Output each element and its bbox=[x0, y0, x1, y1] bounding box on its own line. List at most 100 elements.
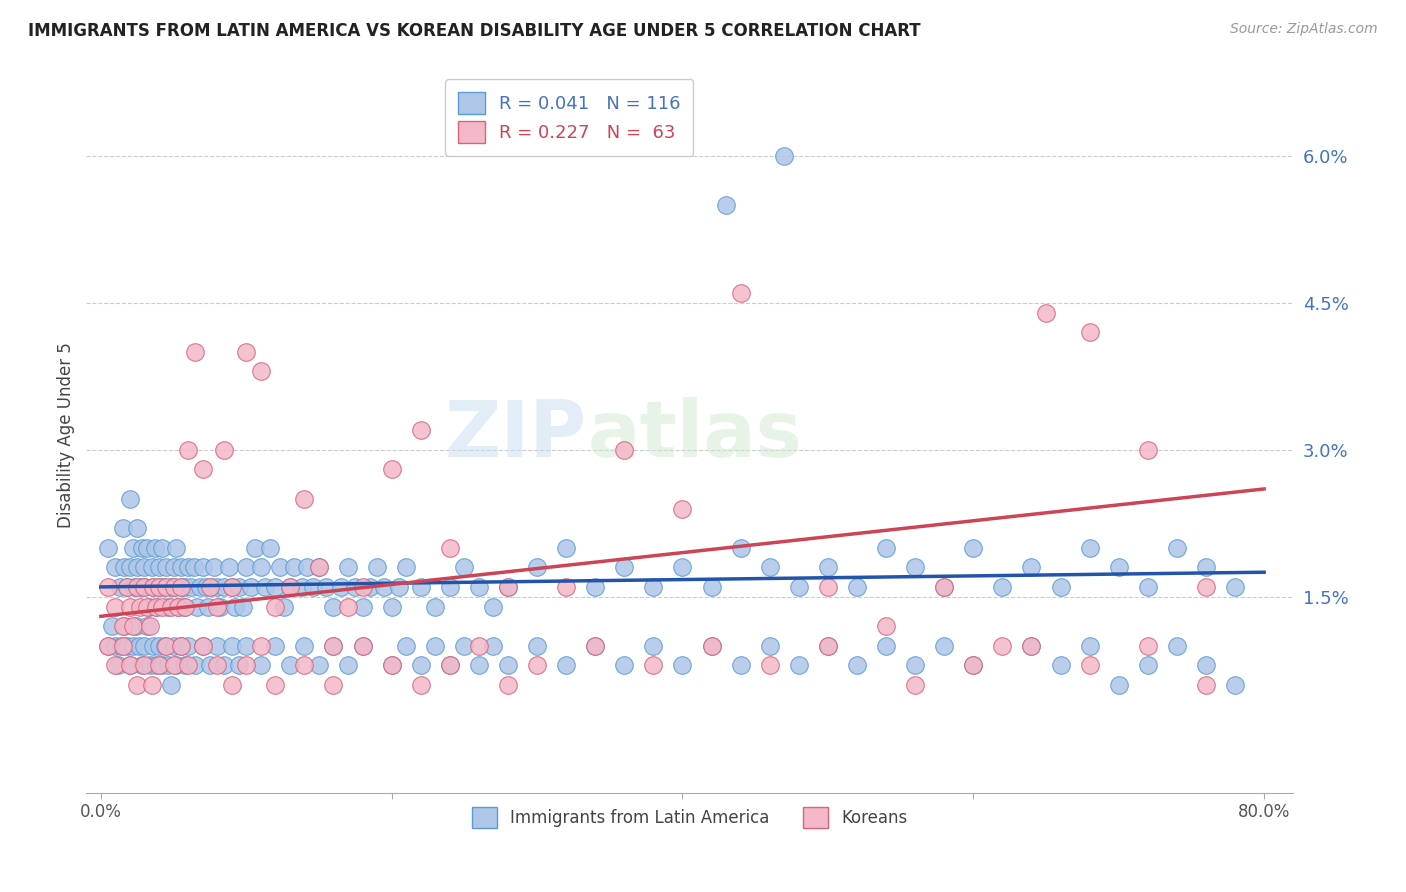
Point bbox=[134, 658, 156, 673]
Point bbox=[1136, 580, 1159, 594]
Point bbox=[322, 678, 344, 692]
Point bbox=[101, 619, 124, 633]
Point bbox=[104, 560, 127, 574]
Point bbox=[671, 658, 693, 673]
Point bbox=[200, 580, 222, 594]
Point bbox=[142, 639, 165, 653]
Point bbox=[177, 560, 200, 574]
Point bbox=[134, 580, 156, 594]
Point bbox=[1021, 639, 1043, 653]
Point bbox=[439, 541, 461, 555]
Point bbox=[264, 580, 287, 594]
Point bbox=[129, 580, 152, 594]
Point bbox=[583, 639, 606, 653]
Point bbox=[235, 639, 257, 653]
Point bbox=[115, 580, 138, 594]
Point bbox=[221, 580, 243, 594]
Point bbox=[439, 658, 461, 673]
Point bbox=[118, 658, 141, 673]
Point bbox=[118, 560, 141, 574]
Point bbox=[136, 541, 159, 555]
Point bbox=[127, 560, 149, 574]
Point bbox=[1035, 305, 1057, 319]
Point bbox=[730, 658, 752, 673]
Point bbox=[1166, 541, 1188, 555]
Point bbox=[148, 658, 170, 673]
Point bbox=[1078, 639, 1101, 653]
Point bbox=[174, 599, 197, 614]
Text: ZIP: ZIP bbox=[444, 397, 588, 473]
Point bbox=[1078, 658, 1101, 673]
Point bbox=[381, 599, 404, 614]
Point bbox=[468, 658, 491, 673]
Point bbox=[125, 619, 148, 633]
Point bbox=[359, 580, 381, 594]
Point bbox=[111, 639, 134, 653]
Point bbox=[202, 560, 225, 574]
Y-axis label: Disability Age Under 5: Disability Age Under 5 bbox=[58, 343, 75, 528]
Point bbox=[773, 149, 796, 163]
Point bbox=[613, 442, 636, 457]
Point bbox=[118, 491, 141, 506]
Point bbox=[613, 560, 636, 574]
Point bbox=[373, 580, 395, 594]
Point bbox=[700, 639, 723, 653]
Point bbox=[439, 580, 461, 594]
Point bbox=[1136, 442, 1159, 457]
Point bbox=[962, 541, 984, 555]
Point bbox=[139, 619, 162, 633]
Point bbox=[297, 560, 319, 574]
Point bbox=[138, 599, 160, 614]
Point bbox=[278, 658, 301, 673]
Point bbox=[322, 639, 344, 653]
Point bbox=[758, 639, 780, 653]
Point bbox=[1049, 580, 1071, 594]
Point bbox=[409, 423, 432, 437]
Point bbox=[409, 678, 432, 692]
Point bbox=[526, 639, 548, 653]
Text: atlas: atlas bbox=[588, 397, 801, 473]
Point bbox=[136, 599, 159, 614]
Point bbox=[177, 639, 200, 653]
Point bbox=[111, 619, 134, 633]
Point bbox=[904, 560, 927, 574]
Point bbox=[259, 541, 281, 555]
Point bbox=[730, 541, 752, 555]
Point bbox=[104, 639, 127, 653]
Point bbox=[315, 580, 337, 594]
Point bbox=[337, 560, 360, 574]
Point bbox=[254, 580, 277, 594]
Point bbox=[127, 678, 149, 692]
Point bbox=[121, 639, 143, 653]
Point bbox=[155, 639, 177, 653]
Point bbox=[249, 364, 271, 378]
Point bbox=[205, 639, 228, 653]
Point bbox=[482, 639, 505, 653]
Point bbox=[218, 560, 240, 574]
Point bbox=[174, 580, 197, 594]
Point bbox=[167, 599, 190, 614]
Point bbox=[180, 580, 202, 594]
Point bbox=[150, 599, 173, 614]
Point bbox=[904, 658, 927, 673]
Point bbox=[111, 521, 134, 535]
Point bbox=[249, 658, 271, 673]
Point bbox=[1021, 639, 1043, 653]
Point bbox=[381, 462, 404, 476]
Point bbox=[156, 658, 179, 673]
Point bbox=[583, 639, 606, 653]
Point bbox=[115, 580, 138, 594]
Point bbox=[243, 541, 266, 555]
Point bbox=[366, 560, 388, 574]
Point bbox=[1108, 560, 1130, 574]
Point bbox=[107, 658, 129, 673]
Point bbox=[269, 560, 291, 574]
Point bbox=[875, 639, 897, 653]
Point bbox=[337, 599, 360, 614]
Point bbox=[139, 658, 162, 673]
Point bbox=[934, 580, 956, 594]
Point bbox=[184, 344, 207, 359]
Point bbox=[583, 580, 606, 594]
Point bbox=[439, 658, 461, 673]
Point bbox=[239, 580, 262, 594]
